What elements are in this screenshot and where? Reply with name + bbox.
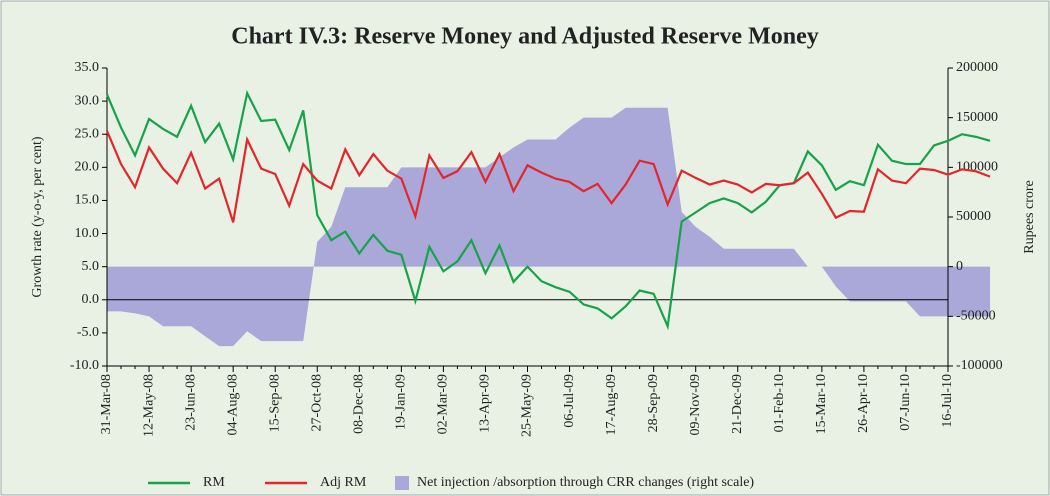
x-tick-label: 06-Jul-09 [562,374,577,428]
x-tick-label: 23-Jun-08 [183,374,198,431]
x-tick-label: 01-Feb-10 [772,374,787,432]
x-tick-label: 15-Sep-08 [267,374,282,432]
y-tick-label: 0.0 [82,292,100,307]
legend-swatch [395,476,409,490]
y2-tick-label: -50000 [956,309,996,324]
chart-title: Chart IV.3: Reserve Money and Adjusted R… [231,24,818,50]
legend-label: RM [203,475,225,490]
line [105,130,991,223]
x-tick-label: 16-Jul-10 [940,374,955,428]
y-tick-label: 20.0 [75,160,100,175]
legend-label: Net injection /absorption through CRR ch… [417,475,754,490]
x-tick-label: 02-Mar-09 [436,374,451,434]
y-tick-label: 10.0 [75,226,100,241]
x-tick-label: 04-Aug-08 [225,374,240,435]
y-tick-label: 15.0 [75,193,100,208]
y-tick-label: 35.0 [75,60,100,75]
y-tick-label: 30.0 [75,93,100,108]
legend-label: Adj RM [320,475,367,490]
y2-tick-label: 0 [956,259,963,274]
x-tick-label: 26-Apr-10 [856,374,871,433]
y2-tick-label: 200000 [956,60,998,75]
y2-tick-label: 150000 [956,110,998,125]
x-tick-label: 12-May-08 [141,374,156,437]
line [105,89,991,331]
y2-axis-label: Rupees crore [1022,180,1037,253]
x-tick-label: 09-Nov-09 [688,374,703,435]
y-tick-label: 25.0 [75,126,100,141]
x-tick-label: 13-Apr-09 [478,374,493,433]
x-tick-label: 07-Jun-10 [898,374,913,431]
x-tick-label: 21-Dec-09 [730,374,745,434]
y2-tick-label: -100000 [956,358,1003,373]
y-axis-label: Growth rate (y-o-y, per cent) [30,136,45,298]
y-tick-label: -5.0 [77,325,99,340]
y2-tick-label: 50000 [956,209,991,224]
area [107,107,991,347]
y-tick-label: 5.0 [82,259,100,274]
x-tick-label: 31-Mar-08 [99,374,114,434]
x-tick-label: 27-Oct-08 [309,374,324,432]
x-tick-label: 15-Mar-10 [814,374,829,434]
x-tick-label: 19-Jan-09 [394,374,409,430]
y-tick-label: -10.0 [70,358,99,373]
x-tick-label: 08-Dec-08 [352,374,367,434]
x-tick-label: 28-Sep-09 [646,374,661,432]
x-tick-label: 25-May-09 [520,374,535,437]
x-tick-label: 17-Aug-09 [604,374,619,435]
